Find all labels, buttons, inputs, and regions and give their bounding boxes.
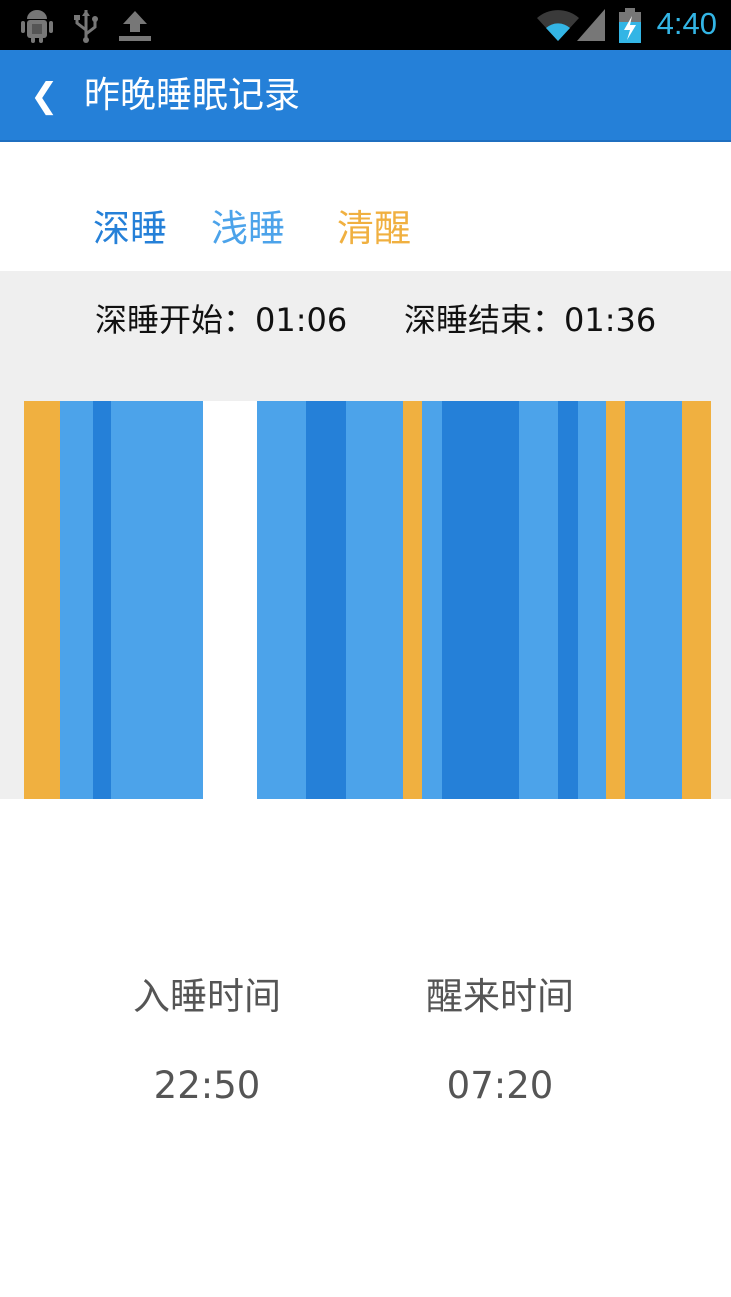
- sleep-stage-bar-light: [346, 401, 404, 799]
- battery-charging-icon: [619, 8, 641, 43]
- android-icon: [21, 10, 53, 43]
- sleep-stage-bar-light: [578, 401, 607, 799]
- page-title: 昨晚睡眠记录: [84, 75, 301, 116]
- sleep-stage-chart: [24, 401, 711, 799]
- sleep-time-value: 22:50: [153, 1064, 261, 1107]
- wifi-icon: [537, 10, 579, 41]
- wake-time-value: 07:20: [446, 1064, 554, 1107]
- upload-icon: [119, 11, 151, 41]
- sleep-stage-bar-deep: [558, 401, 579, 799]
- clock: 4:40: [656, 6, 717, 41]
- sleep-stage-bar-awake: [606, 401, 626, 799]
- app-bar: ❮ 昨晚睡眠记录: [0, 50, 731, 142]
- wake-time-label: 醒来时间: [426, 975, 574, 1018]
- legend-light-sleep: 浅睡: [211, 207, 285, 250]
- sleep-stage-bar-deep: [442, 401, 520, 799]
- legend-awake: 清醒: [337, 207, 411, 250]
- sleep-stage-bar-light: [422, 401, 443, 799]
- sleep-stage-bar-light: [111, 401, 204, 799]
- sleep-time-label: 入睡时间: [133, 975, 281, 1018]
- legend-deep-sleep: 深睡: [93, 207, 167, 250]
- sleep-stage-bar-light: [257, 401, 307, 799]
- back-button[interactable]: ❮: [30, 76, 59, 116]
- deep-sleep-end: 深睡结束：01:36: [404, 301, 657, 339]
- status-bar: 4:40: [0, 0, 731, 50]
- usb-icon: [74, 10, 98, 43]
- sleep-stage-bar-light: [625, 401, 683, 799]
- sleep-stage-bar-deep: [93, 401, 112, 799]
- sleep-stage-bar-awake: [403, 401, 423, 799]
- sleep-stage-bar-awake: [682, 401, 711, 799]
- sleep-stage-bar-light: [60, 401, 94, 799]
- sleep-stage-bar-awake: [24, 401, 61, 799]
- deep-sleep-start: 深睡开始：01:06: [95, 301, 348, 339]
- sleep-stage-bar-deep: [306, 401, 347, 799]
- sleep-stage-bar-light: [519, 401, 559, 799]
- sleep-stage-bar-gap: [203, 401, 258, 799]
- signal-icon: [577, 9, 605, 41]
